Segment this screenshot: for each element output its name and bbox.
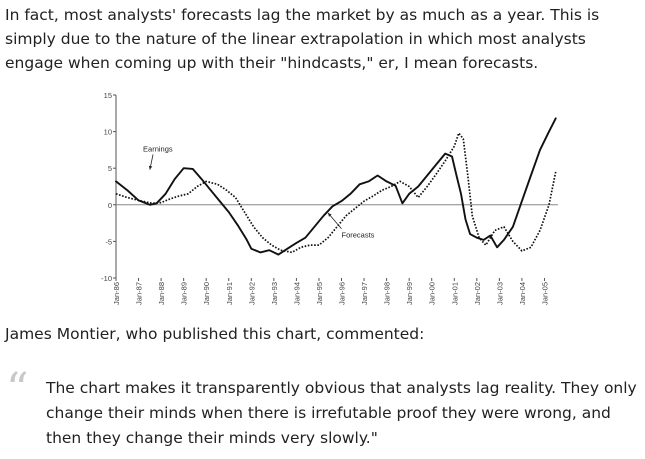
- x-tick-label-19: Jan-05: [540, 282, 549, 305]
- y-tick-label-1: 10: [104, 128, 112, 137]
- y-tick-label-0: 15: [104, 91, 112, 100]
- x-tick-label-9: Jan-95: [315, 282, 324, 305]
- series-line-earnings: [115, 117, 557, 256]
- x-tick-label-7: Jan-93: [270, 282, 279, 305]
- chart-annotations: Earnings Forecasts: [143, 144, 375, 239]
- x-tick-label-17: Jan-03: [495, 282, 504, 305]
- x-tick-label-5: Jan-91: [225, 282, 234, 305]
- annotation-arrowhead-1: [327, 212, 332, 217]
- annotation-forecasts: Forecasts: [342, 231, 375, 240]
- x-tick-label-18: Jan-04: [518, 282, 527, 305]
- annotation-arrowhead-0: [148, 165, 153, 170]
- x-tick-label-2: Jan-88: [157, 282, 166, 305]
- y-tick-label-5: -10: [101, 274, 112, 283]
- quote-mark-icon: “: [6, 364, 29, 415]
- x-tick-label-13: Jan-99: [405, 282, 414, 305]
- y-tick-label-2: 5: [108, 164, 112, 173]
- y-tick-label-4: -5: [105, 237, 112, 246]
- x-tick-label-6: Jan-92: [247, 282, 256, 305]
- x-tick-label-3: Jan-89: [180, 282, 189, 305]
- x-tick-label-15: Jan-01: [450, 282, 459, 305]
- series-line-forecasts: [115, 132, 557, 254]
- y-tick-label-3: 0: [108, 201, 112, 210]
- x-tick-label-0: Jan-86: [112, 282, 121, 305]
- x-tick-label-4: Jan-90: [202, 282, 211, 305]
- x-tick-label-10: Jan-96: [338, 282, 347, 305]
- chart-lines: [115, 117, 557, 256]
- annotation-earnings: Earnings: [143, 144, 173, 153]
- x-tick-label-16: Jan-02: [473, 282, 482, 305]
- chart-caption: James Montier, who published this chart,…: [5, 325, 425, 343]
- x-tick-label-1: Jan-87: [135, 282, 144, 305]
- x-tick-label-11: Jan-97: [360, 282, 369, 305]
- x-tick-label-14: Jan-00: [428, 282, 437, 305]
- blockquote-text: The chart makes it transparently obvious…: [46, 379, 637, 447]
- x-tick-label-8: Jan-94: [292, 282, 301, 305]
- x-tick-label-12: Jan-98: [383, 282, 392, 305]
- intro-paragraph: In fact, most analysts' forecasts lag th…: [5, 6, 600, 72]
